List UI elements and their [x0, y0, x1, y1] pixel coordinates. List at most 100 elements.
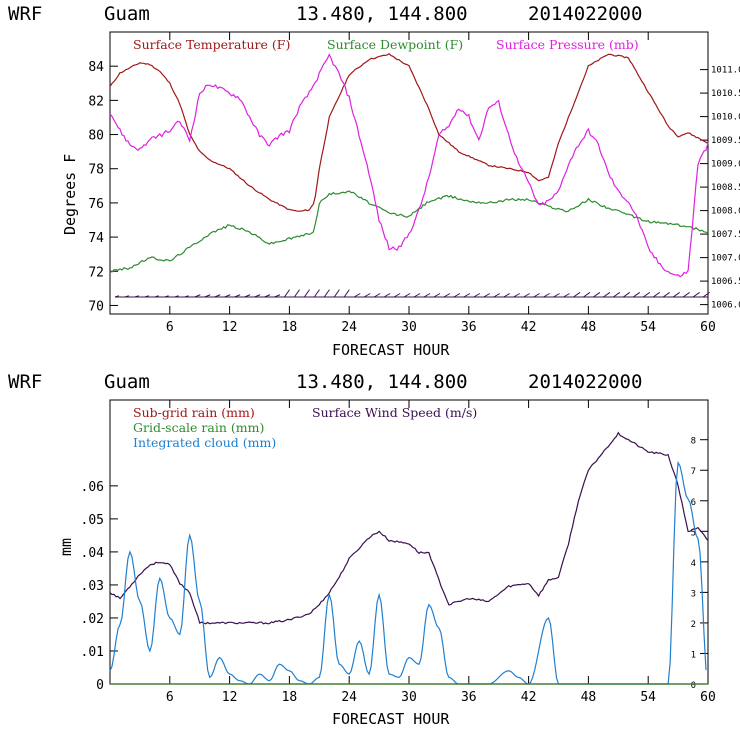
- wind-barb: [313, 289, 320, 298]
- wind-barb: [244, 294, 251, 298]
- wind-barb: [393, 293, 401, 298]
- wind-barb: [134, 295, 139, 298]
- wind-barb: [323, 289, 330, 298]
- top-y-tick-label: 80: [88, 129, 104, 144]
- bottom-y-right-tick-label: 5: [691, 528, 696, 538]
- wind-barb: [662, 292, 670, 298]
- bottom-y-tick-label: .01: [81, 645, 104, 660]
- wind-barb: [333, 289, 340, 298]
- wind-barb: [114, 295, 119, 298]
- wind-barb: [413, 293, 421, 298]
- top-xlabel: FORECAST HOUR: [332, 341, 450, 359]
- top-y-tick-label: 84: [88, 60, 104, 75]
- legend-pressure: Surface Pressure (mb): [496, 37, 639, 52]
- top-y-tick-label: 70: [88, 299, 104, 314]
- bottom-y-tick-label: .02: [81, 612, 104, 627]
- wind-barb: [603, 292, 611, 298]
- top-x-tick-label: 54: [640, 320, 656, 335]
- legend-dewpoint: Surface Dewpoint (F): [327, 37, 463, 52]
- wind-barb: [234, 294, 241, 298]
- wind-barb: [284, 289, 290, 298]
- bottom-y-right-tick-label: 8: [691, 437, 696, 447]
- bottom-y-right-tick-label: 3: [691, 589, 696, 599]
- top-x-tick-label: 24: [341, 320, 357, 335]
- wind-barb: [493, 293, 501, 298]
- top-header-coords: 13.480, 144.800: [296, 3, 468, 25]
- top-y-tick-label: 82: [88, 94, 104, 109]
- wind-barb: [692, 292, 700, 298]
- top-y-right-tick-label: 1007.0: [711, 254, 740, 264]
- wind-barb: [573, 292, 581, 298]
- top-y-right-tick-label: 1009.0: [711, 160, 740, 170]
- wind-barb: [642, 292, 651, 298]
- top-y-tick-label: 72: [88, 265, 104, 280]
- top-series-pressure: [109, 53, 709, 278]
- wind-barb: [702, 292, 710, 298]
- wind-barb: [214, 294, 221, 298]
- bottom-xlabel: FORECAST HOUR: [332, 710, 450, 728]
- top-y-right-tick-label: 1007.5: [711, 230, 740, 240]
- wind-barb: [224, 294, 231, 298]
- wind-barb: [622, 292, 631, 298]
- bottom-x-tick-label: 48: [581, 690, 597, 705]
- bottom-y-tick-label: .06: [81, 480, 104, 495]
- bottom-y-tick-label: .05: [81, 513, 104, 528]
- bottom-x-tick-label: 6: [166, 690, 174, 705]
- wind-barb: [144, 295, 149, 298]
- wind-barb: [293, 289, 300, 298]
- wind-barb: [652, 292, 661, 298]
- bottom-header-coords: 13.480, 144.800: [296, 371, 468, 393]
- top-y-right-tick-label: 1009.5: [711, 136, 740, 146]
- top-y-right-tick-label: 1010.0: [711, 113, 740, 123]
- top-y-right-tick-label: 1008.5: [711, 183, 740, 193]
- wind-barb: [563, 293, 570, 298]
- wind-barb: [174, 295, 179, 298]
- top-ylabel: Degrees F: [61, 154, 79, 235]
- wind-barb: [553, 293, 560, 298]
- bottom-header-model: WRF: [8, 371, 42, 393]
- wind-barb: [274, 294, 281, 298]
- bottom-y-right-tick-label: 6: [691, 498, 696, 508]
- top-x-tick-label: 18: [282, 320, 298, 335]
- wind-barb: [184, 295, 189, 298]
- wind-barb: [303, 289, 310, 298]
- bottom-x-tick-label: 12: [222, 690, 238, 705]
- top-header-model: WRF: [8, 3, 42, 25]
- legend-subgrid-rain: Sub-grid rain (mm): [133, 405, 255, 420]
- wind-barb: [632, 292, 641, 298]
- bottom-x-tick-label: 18: [282, 690, 298, 705]
- top-header-location: Guam: [104, 3, 150, 25]
- top-y-tick-label: 76: [88, 197, 104, 212]
- top-x-tick-label: 30: [401, 320, 417, 335]
- wind-barb: [403, 293, 411, 298]
- bottom-y-tick-label: .04: [81, 546, 105, 561]
- wind-barb: [523, 293, 530, 298]
- top-x-tick-label: 42: [521, 320, 537, 335]
- bottom-y-right-tick-label: 4: [691, 559, 696, 569]
- wind-barb: [363, 293, 371, 298]
- wind-barb: [254, 294, 261, 298]
- top-y-right-tick-label: 1011.0: [711, 66, 740, 76]
- wind-barb: [343, 289, 350, 298]
- bottom-y-right-tick-label: 2: [691, 620, 696, 630]
- top-y-right-tick-label: 1010.5: [711, 89, 740, 99]
- top-x-tick-label: 12: [222, 320, 238, 335]
- wind-barb: [682, 292, 690, 298]
- legend-temperature: Surface Temperature (F): [133, 37, 290, 52]
- top-y-right-tick-label: 1008.0: [711, 207, 740, 217]
- top-y-right-tick-label: 1006.0: [711, 301, 740, 311]
- top-x-tick-label: 36: [461, 320, 477, 335]
- wind-barb: [593, 292, 601, 298]
- wind-barb: [124, 295, 129, 298]
- wind-barb: [613, 292, 621, 298]
- top-y-right-tick-label: 1006.5: [711, 277, 740, 287]
- top-series-temperature: [109, 52, 709, 212]
- wind-barb: [194, 294, 201, 298]
- bottom-series-wind: [109, 431, 709, 625]
- bottom-y-tick-label: .03: [81, 579, 104, 594]
- bottom-x-tick-label: 60: [700, 690, 716, 705]
- top-plot-frame: [109, 31, 709, 315]
- bottom-y-right-tick-label: 7: [691, 467, 696, 477]
- wind-barb: [543, 293, 550, 298]
